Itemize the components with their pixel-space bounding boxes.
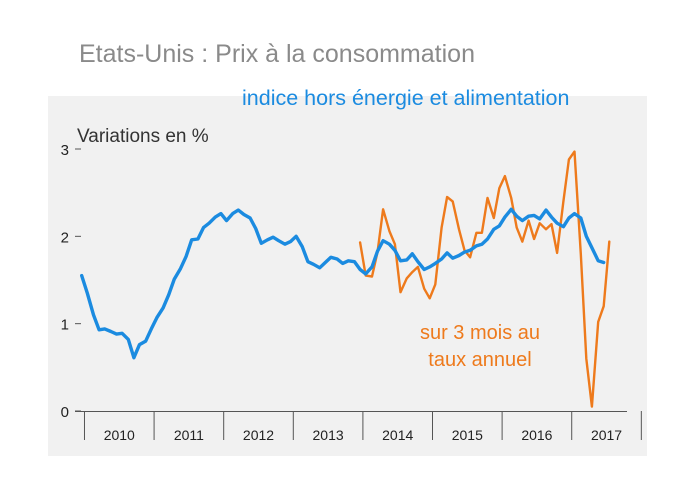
annotation-line-2: taux annuel bbox=[428, 349, 531, 371]
x-tick-label: 2016 bbox=[521, 427, 552, 443]
x-axis: 2010 2011 2012 2013 2014 2015 2016 2017 bbox=[75, 411, 642, 443]
x-tick-label: 2011 bbox=[174, 427, 204, 443]
y-axis: 0 1 2 3 bbox=[61, 142, 81, 421]
y-tick-label: 2 bbox=[61, 229, 69, 246]
x-tick-label: 2017 bbox=[591, 427, 622, 443]
x-tick-label: 2015 bbox=[452, 427, 483, 443]
core-cpi-series-line bbox=[79, 207, 606, 360]
y-tick-label: 3 bbox=[61, 142, 69, 159]
chart-panel bbox=[48, 96, 647, 456]
x-tick-label: 2014 bbox=[382, 427, 413, 443]
x-tick-label: 2013 bbox=[313, 427, 344, 443]
chart-title: Etats-Unis : Prix à la consommation bbox=[79, 40, 475, 68]
y-tick-label: 1 bbox=[61, 317, 69, 334]
x-tick-label: 2010 bbox=[104, 427, 135, 443]
x-tick-label: 2012 bbox=[243, 427, 274, 443]
three-month-annualized-series-line bbox=[358, 150, 611, 408]
chart-subtitle: indice hors énergie et alimentation bbox=[242, 86, 570, 110]
series-lines bbox=[79, 150, 611, 408]
annotation-line-1: sur 3 mois au bbox=[420, 322, 540, 344]
y-axis-label: Variations en % bbox=[77, 126, 209, 147]
y-tick-label: 0 bbox=[61, 404, 69, 421]
